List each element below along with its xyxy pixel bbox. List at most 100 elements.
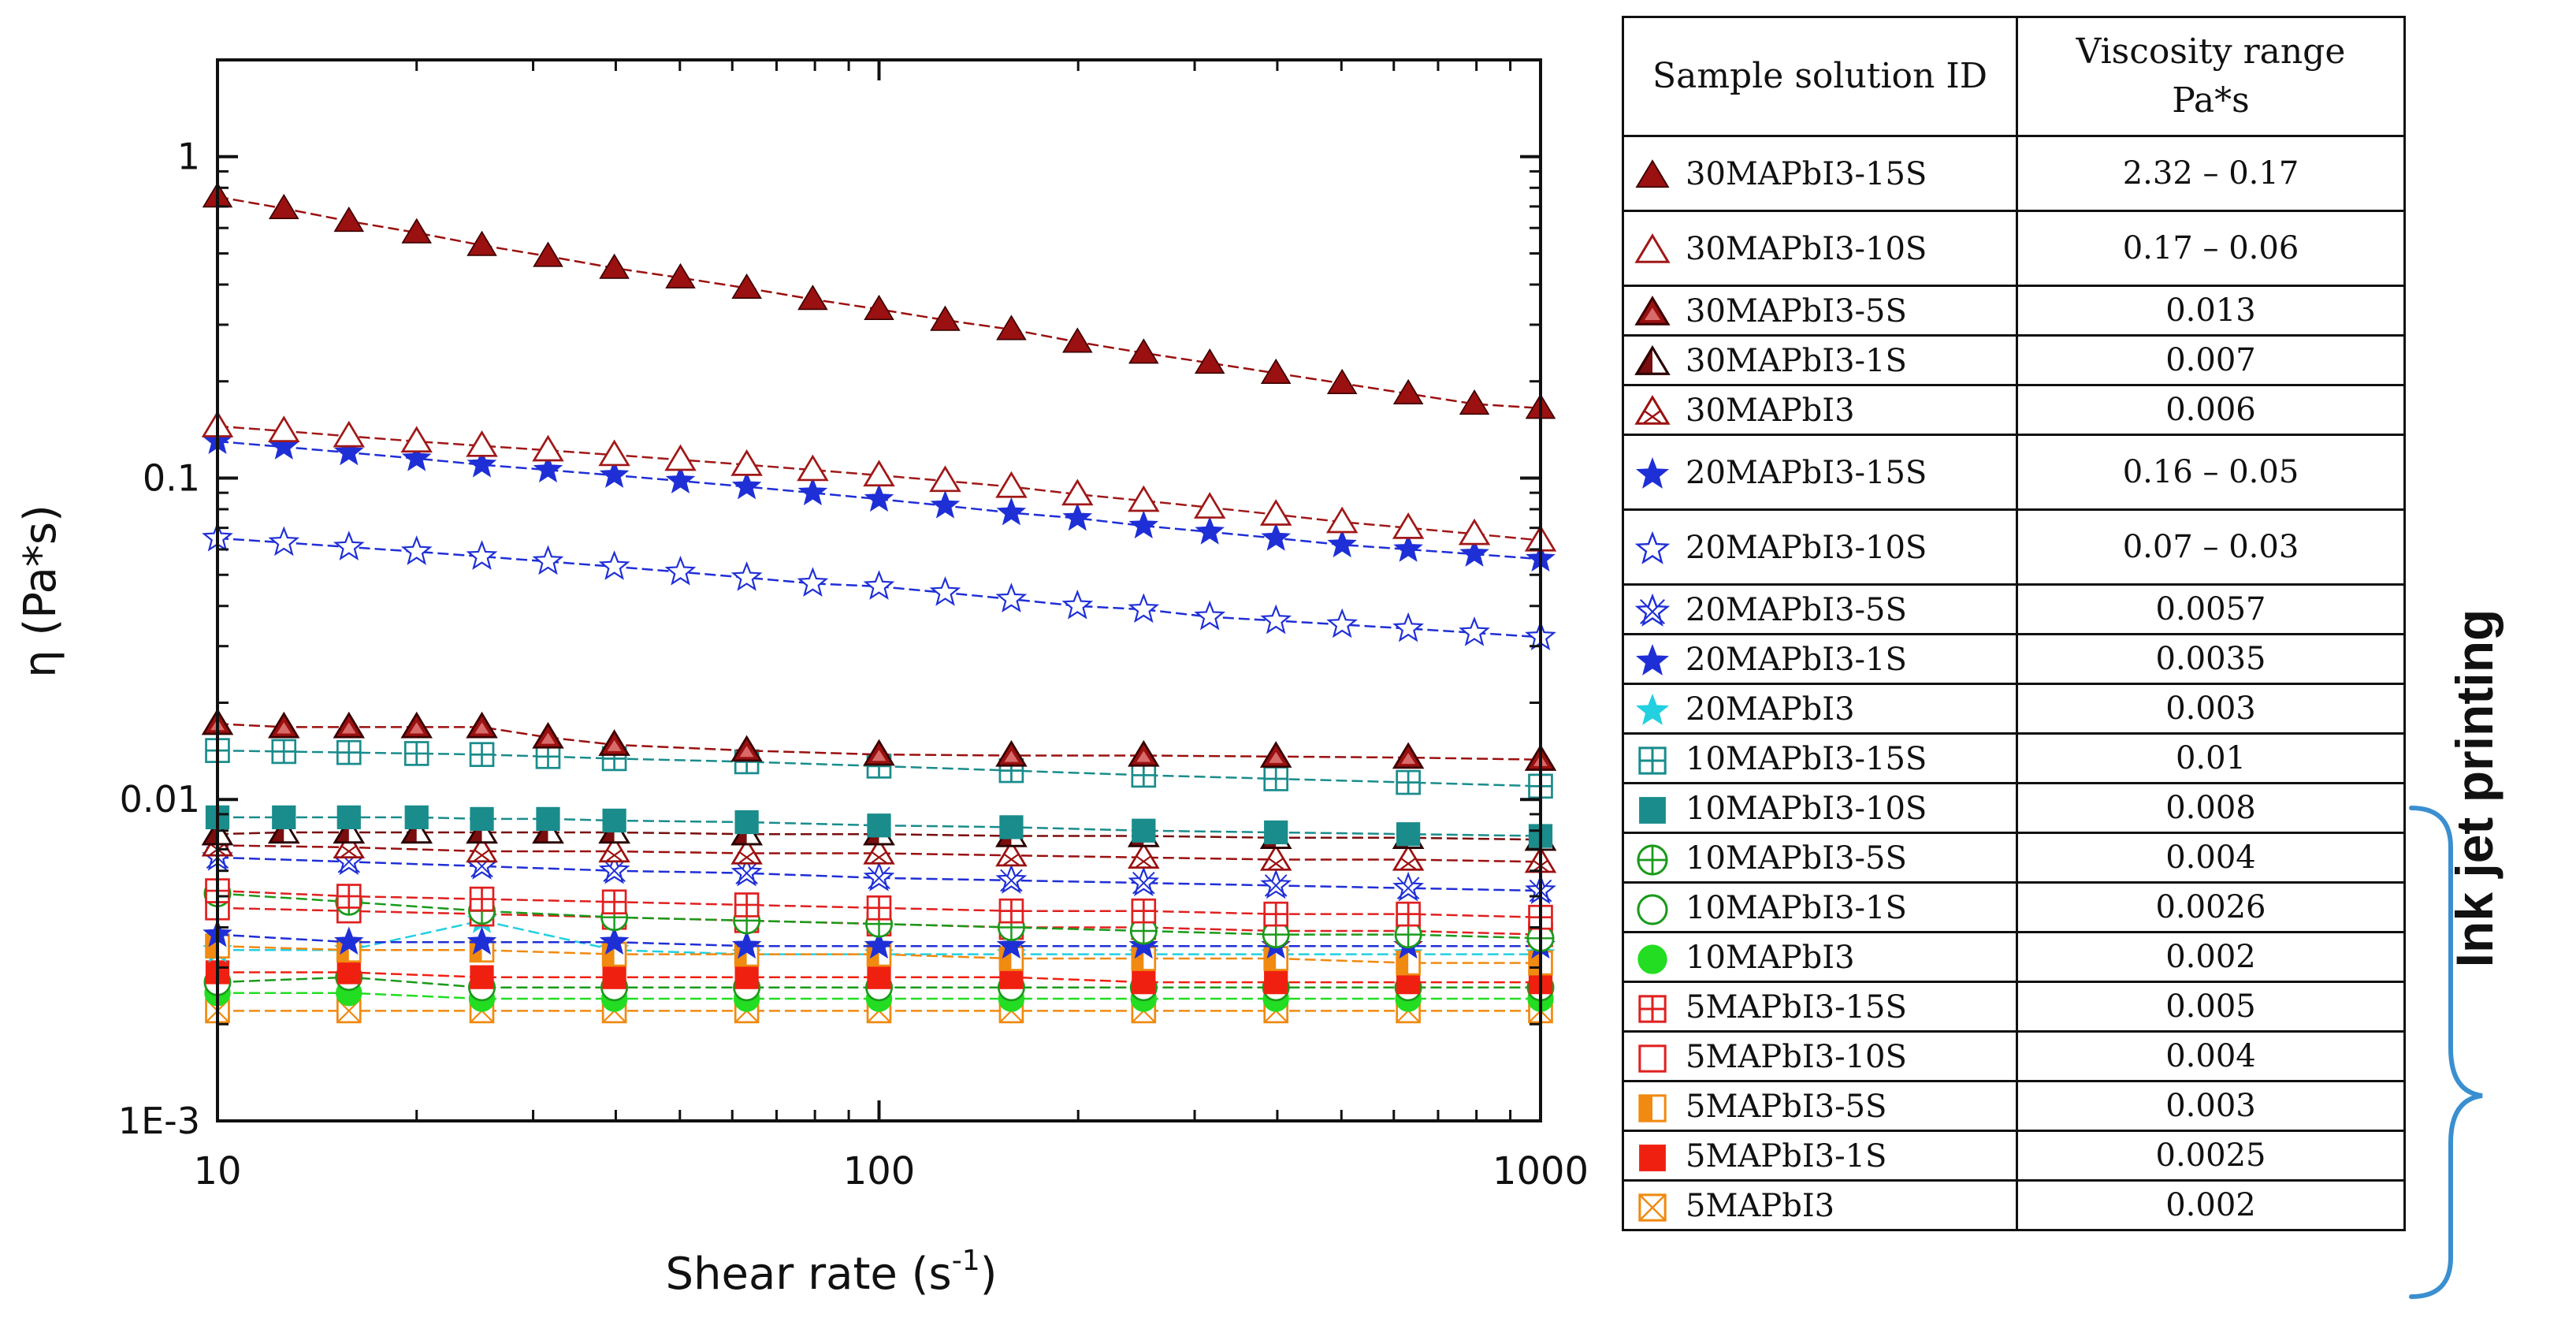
data-point <box>1326 608 1358 638</box>
data-point <box>333 926 364 955</box>
data-point <box>1132 818 1156 843</box>
data-point <box>664 555 697 586</box>
data-point <box>403 741 429 766</box>
data-point <box>1262 921 1290 949</box>
data-point <box>1132 970 1156 995</box>
data-point <box>1259 741 1292 768</box>
data-point <box>930 305 961 331</box>
y-tick-label: 0.01 <box>120 778 200 821</box>
data-point <box>1259 843 1292 871</box>
data-point <box>532 721 564 749</box>
data-point <box>336 884 362 909</box>
viscosity-table: Sample solution ID Viscosity range Pa*s 3… <box>1622 16 2406 1231</box>
data-point <box>930 490 961 519</box>
data-point <box>1194 600 1226 631</box>
viscosity-range-cell: 0.007 <box>2016 334 2406 386</box>
sample-id-cell: 30MAPbI3-5S <box>1622 285 2018 337</box>
data-point <box>598 729 630 756</box>
table-row: 10MAPbI3-5S 0.004 <box>1622 832 2406 884</box>
viscosity-range-cell: 0.16 – 0.05 <box>2016 434 2406 511</box>
y-tick-label: 1E-3 <box>118 1100 200 1142</box>
data-point <box>734 810 759 835</box>
data-point <box>602 965 626 989</box>
data-point <box>1392 512 1425 539</box>
data-point <box>863 460 895 487</box>
square-plus-marker-icon <box>1638 994 1667 1023</box>
table-row: 5MAPbI3-10S 0.004 <box>1622 1030 2406 1082</box>
data-point <box>1131 946 1157 971</box>
data-point <box>533 241 563 267</box>
viscosity-range-cell: 0.006 <box>2016 384 2406 436</box>
data-point <box>467 230 497 256</box>
table-row: 10MAPbI3-10S 0.008 <box>1622 782 2406 834</box>
viscosity-range-cell: 0.003 <box>2016 683 2406 735</box>
data-point <box>797 477 828 506</box>
table-row: 20MAPbI3-1S 0.0035 <box>1622 633 2406 685</box>
table-row: 5MAPbI3 0.002 <box>1622 1179 2406 1231</box>
star-x-marker-icon <box>1634 593 1671 627</box>
data-point <box>336 805 361 830</box>
series-layer <box>201 182 1557 1024</box>
square-filled-marker-icon <box>1639 796 1666 824</box>
circle-open-marker-icon <box>1637 893 1668 925</box>
data-point <box>665 262 696 289</box>
viscosity-range-cell: 0.07 – 0.03 <box>2016 508 2406 586</box>
viscosity-range-cell: 0.01 <box>2016 732 2406 784</box>
data-point <box>602 808 626 833</box>
data-point <box>864 294 894 320</box>
table-row: 10MAPbI3 0.002 <box>1622 931 2406 983</box>
series-5MAPbI3-15S <box>205 878 1553 930</box>
viscosity-range-cell: 0.004 <box>2016 1030 2406 1082</box>
data-point <box>1263 766 1289 791</box>
bracket-curve <box>2409 806 2483 1299</box>
data-point <box>1131 898 1157 924</box>
data-point <box>995 583 1028 613</box>
table-row: 30MAPbI3-1S 0.007 <box>1622 334 2406 386</box>
viscosity-range-cell: 0.005 <box>2016 981 2406 1033</box>
y-axis-label: η (Pa*s) <box>15 504 66 678</box>
axes: 10 100 1000 1E-3 0.01 0.1 1 <box>118 58 1589 1193</box>
table-row: 30MAPbI3 0.006 <box>1622 384 2406 436</box>
sample-id-label: 10MAPbI3-5S <box>1686 839 1907 877</box>
star-filled-marker-icon <box>1635 456 1670 489</box>
data-point <box>598 550 630 580</box>
data-point <box>268 193 299 220</box>
sample-id-cell: 20MAPbI3 <box>1622 683 2018 735</box>
data-point <box>1459 389 1490 415</box>
viscosity-range-cell: 0.004 <box>2016 832 2406 884</box>
data-point <box>598 836 630 863</box>
x-tick-label: 100 <box>843 1149 916 1193</box>
data-point <box>1061 478 1094 506</box>
data-point <box>734 965 759 989</box>
data-point <box>466 540 498 570</box>
data-point <box>1128 510 1159 539</box>
table-row: 20MAPbI3-10S 0.07 – 0.03 <box>1622 508 2406 586</box>
data-point <box>1392 871 1424 902</box>
sample-id-label: 5MAPbI3 <box>1686 1187 1835 1224</box>
data-point <box>401 218 433 244</box>
sample-id-label: 30MAPbI3-15S <box>1686 155 1927 192</box>
x-tick-label: 10 <box>193 1149 241 1193</box>
data-point <box>1260 869 1292 899</box>
sample-id-label: 5MAPbI3-5S <box>1686 1088 1887 1125</box>
data-point <box>996 315 1027 341</box>
square-half-marker-icon <box>1638 1093 1667 1122</box>
sample-id-label: 5MAPbI3-1S <box>1686 1137 1887 1175</box>
data-point <box>1458 518 1491 545</box>
data-point <box>996 930 1027 959</box>
viscosity-range-cell: 0.002 <box>2016 1179 2406 1231</box>
data-point <box>1260 604 1292 635</box>
series-30MAPbI3-15S <box>202 182 1556 419</box>
data-point <box>864 930 894 959</box>
square-open-marker-icon <box>1638 1044 1667 1073</box>
series-30MAPbI3-10S <box>201 411 1557 552</box>
data-point <box>1264 820 1288 845</box>
data-point <box>1392 742 1425 769</box>
data-point <box>863 570 895 600</box>
data-point <box>268 526 300 557</box>
data-point <box>1195 516 1225 545</box>
data-point <box>730 735 763 762</box>
data-point <box>1392 612 1424 642</box>
data-point <box>797 567 829 597</box>
star-open-marker-icon <box>1634 530 1671 564</box>
